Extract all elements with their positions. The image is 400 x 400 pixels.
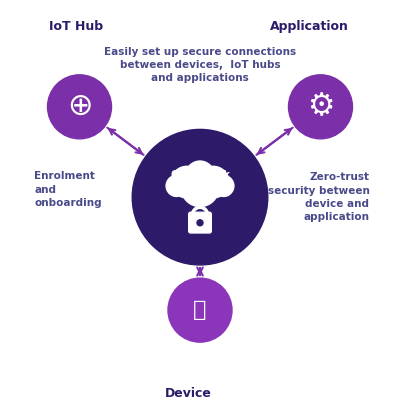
Text: Easily set up secure connections
between devices,  IoT hubs
and applications: Easily set up secure connections between… bbox=[104, 46, 296, 83]
Text: ⬛: ⬛ bbox=[193, 300, 207, 320]
Circle shape bbox=[171, 166, 203, 198]
Circle shape bbox=[288, 75, 352, 139]
Circle shape bbox=[197, 220, 203, 226]
Text: Enrolment
and
onboarding: Enrolment and onboarding bbox=[34, 172, 102, 208]
Text: ⊕: ⊕ bbox=[67, 92, 92, 121]
Circle shape bbox=[197, 166, 229, 198]
Text: Zero-trust
security between
device and
application: Zero-trust security between device and a… bbox=[268, 172, 370, 222]
Circle shape bbox=[132, 130, 268, 265]
Circle shape bbox=[181, 169, 219, 206]
Text: Device: Device bbox=[165, 387, 212, 400]
Circle shape bbox=[166, 175, 187, 196]
Text: IoT Hub: IoT Hub bbox=[49, 20, 103, 33]
Circle shape bbox=[213, 175, 234, 196]
Circle shape bbox=[48, 75, 112, 139]
Text: ⚙: ⚙ bbox=[307, 92, 334, 121]
FancyBboxPatch shape bbox=[172, 184, 228, 195]
Text: QuarkLink: QuarkLink bbox=[170, 170, 230, 180]
Text: Application: Application bbox=[270, 20, 349, 33]
FancyBboxPatch shape bbox=[189, 212, 211, 233]
Circle shape bbox=[186, 161, 214, 190]
Circle shape bbox=[168, 278, 232, 342]
